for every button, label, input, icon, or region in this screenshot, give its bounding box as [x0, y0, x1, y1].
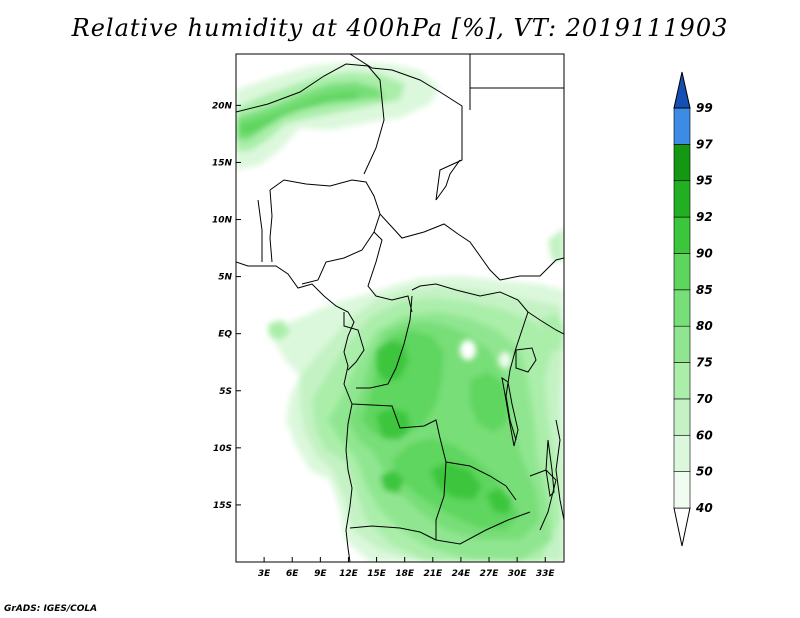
- colorbar-segment: [673, 325, 691, 363]
- coastline-west-africa: [236, 261, 355, 562]
- colorbar-segment: [673, 144, 691, 182]
- lon-tick-label: 27E: [480, 569, 500, 579]
- colorbar-label: 97: [696, 137, 713, 151]
- border-drc-angola: [351, 403, 517, 501]
- colorbar-low-triangle: [673, 507, 691, 547]
- humidity-field: [236, 62, 564, 562]
- lon-tick-label: 21E: [423, 569, 443, 579]
- lon-tick-label: 33E: [536, 569, 556, 579]
- border-nigeria: [269, 179, 381, 285]
- lake-victoria: [515, 347, 537, 373]
- colorbar-label: 75: [696, 356, 713, 370]
- country-borders: [236, 54, 564, 562]
- border-nigeria-west: [269, 189, 273, 263]
- lon-tick-label: 15E: [367, 569, 387, 579]
- border-drc-east: [505, 311, 529, 441]
- lon-tick-label: 3E: [258, 569, 271, 579]
- colorbar-label: 90: [696, 246, 713, 260]
- humidity-patches: [268, 228, 564, 368]
- lake-malawi: [545, 439, 555, 498]
- colorbar-label: 80: [696, 319, 713, 333]
- border-cameroon: [367, 231, 413, 313]
- lat-tick-label: 15N: [212, 158, 233, 168]
- lon-tick-label: 18E: [395, 569, 415, 579]
- map-frame: [235, 53, 565, 563]
- lon-tick-label: 12E: [339, 569, 359, 579]
- lat-tick-label: 5S: [219, 387, 232, 397]
- border-benin-togo: [257, 199, 263, 262]
- lat-tick-label: 15S: [213, 501, 232, 511]
- border-congo-drc: [356, 295, 413, 389]
- lat-tick-label: 5N: [218, 273, 232, 283]
- lon-tick-label: 6E: [286, 569, 299, 579]
- colorbar-label: 60: [696, 428, 713, 442]
- border-angola-namibia: [349, 525, 437, 541]
- border-niger-chad: [349, 54, 463, 201]
- colorbar-segment: [673, 398, 691, 436]
- border-congo-gabon: [343, 312, 365, 371]
- lon-tick-label: 30E: [508, 569, 528, 579]
- colorbar-segment: [673, 107, 691, 145]
- colorbar-segment: [673, 362, 691, 400]
- lat-tick-label: EQ: [218, 330, 232, 340]
- colorbar-segment: [673, 253, 691, 291]
- longitude-axis: 3E 6E 9E 12E 15E 18E 21E 24E 27E 30E 33E: [258, 557, 556, 579]
- colorbar-label: 95: [696, 174, 713, 188]
- border-car-drc: [411, 283, 529, 313]
- colorbar-segment: [673, 471, 691, 509]
- lon-tick-label: 24E: [452, 569, 472, 579]
- lat-tick-label: 10N: [212, 216, 233, 226]
- border-sudan: [435, 159, 461, 201]
- colorbar-label: 40: [695, 501, 713, 515]
- lat-tick-label: 20N: [212, 101, 233, 111]
- colorbar-segment: [673, 216, 691, 254]
- border-south-sudan: [499, 257, 564, 281]
- colorbar: 40 50 60 70 75 80 85 90 92 95 97 99: [673, 71, 713, 547]
- colorbar-label: 50: [696, 465, 713, 479]
- border-mali-niger: [236, 63, 385, 175]
- border-zambia: [435, 461, 531, 545]
- colorbar-label: 85: [696, 283, 713, 297]
- lat-tick-label: 10S: [213, 444, 232, 454]
- lon-tick-label: 9E: [314, 569, 327, 579]
- border-tanzania: [527, 311, 564, 335]
- colorbar-segment: [673, 434, 691, 472]
- lake-tanganyika: [501, 376, 519, 447]
- colorbar-high-triangle: [673, 71, 691, 109]
- border-east-coast: [555, 419, 564, 521]
- latitude-axis: 20N 15N 10N 5N EQ 5S 10S 15S: [212, 101, 241, 511]
- colorbar-segment: [673, 289, 691, 327]
- humidity-north-band: [236, 62, 440, 170]
- map-title: Relative humidity at 400hPa [%], VT: 201…: [71, 14, 729, 42]
- border-chad-car: [379, 213, 501, 281]
- colorbar-label: 92: [696, 210, 713, 224]
- colorbar-label: 70: [696, 392, 713, 406]
- humidity-central-region: [268, 276, 564, 562]
- colorbar-segment: [673, 180, 691, 218]
- grads-credit: GrADS: IGES/COLA: [4, 604, 98, 614]
- colorbar-label: 99: [696, 101, 713, 115]
